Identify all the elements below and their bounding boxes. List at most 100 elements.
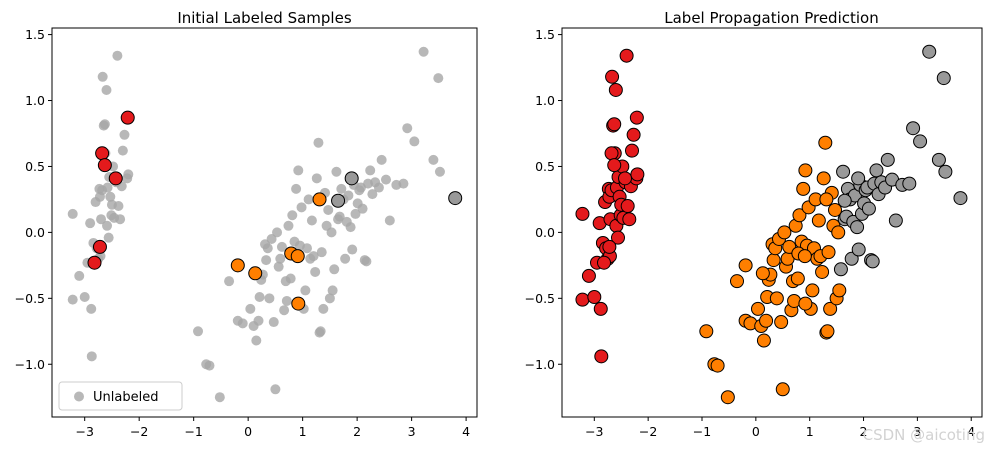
labeled-point-class-1 bbox=[290, 249, 305, 264]
predicted-point-class-1 bbox=[819, 192, 834, 207]
predicted-point-class-0 bbox=[619, 48, 634, 63]
predicted-point-class-0 bbox=[611, 230, 625, 245]
predicted-point-class-2 bbox=[865, 254, 880, 269]
unlabeled-point bbox=[373, 182, 384, 193]
x-tick-label: −1 bbox=[693, 424, 711, 439]
unlabeled-point bbox=[237, 318, 248, 329]
predicted-point-class-2 bbox=[906, 121, 921, 136]
unlabeled-point bbox=[262, 243, 273, 254]
predicted-point-class-1 bbox=[798, 296, 813, 311]
unlabeled-point bbox=[96, 214, 107, 225]
right-axes-frame bbox=[561, 27, 983, 418]
unlabeled-point bbox=[324, 293, 335, 304]
y-tick-label: 1.5 bbox=[535, 27, 555, 42]
labeled-point-class-0 bbox=[120, 110, 135, 125]
labeled-point-class-0 bbox=[87, 255, 102, 270]
left-x-axis: −3 −2 −1 0 1 2 3 4 bbox=[75, 417, 470, 439]
predicted-point-class-1 bbox=[828, 202, 842, 217]
x-tick-label: −1 bbox=[184, 424, 202, 439]
unlabeled-point bbox=[361, 256, 372, 267]
unlabeled-point bbox=[266, 233, 277, 244]
unlabeled-point bbox=[97, 71, 108, 82]
predicted-point-class-0 bbox=[622, 212, 637, 227]
unlabeled-point bbox=[336, 183, 347, 194]
unlabeled-point bbox=[253, 315, 264, 326]
right-points-layer bbox=[575, 44, 968, 405]
unlabeled-point bbox=[327, 285, 338, 296]
left-points-layer bbox=[67, 46, 463, 403]
labeled-point-class-2 bbox=[448, 191, 463, 206]
predicted-point-class-1 bbox=[756, 333, 771, 348]
unlabeled-point bbox=[117, 145, 128, 156]
unlabeled-point bbox=[347, 244, 358, 255]
unlabeled-point bbox=[291, 183, 302, 194]
predicted-point-class-1 bbox=[720, 390, 735, 405]
unlabeled-point bbox=[340, 253, 351, 264]
unlabeled-point bbox=[376, 154, 387, 165]
predicted-point-class-2 bbox=[861, 201, 876, 216]
unlabeled-point bbox=[74, 270, 85, 281]
y-tick-label: 0.5 bbox=[535, 159, 555, 174]
predicted-point-class-2 bbox=[869, 163, 884, 178]
x-tick-label: 0 bbox=[752, 424, 760, 439]
unlabeled-point bbox=[264, 293, 275, 304]
predicted-point-class-0 bbox=[597, 255, 611, 270]
y-tick-label: 1.5 bbox=[25, 27, 45, 42]
x-tick-label: −2 bbox=[639, 424, 657, 439]
unlabeled-point bbox=[302, 243, 312, 254]
unlabeled-point bbox=[270, 384, 281, 395]
unlabeled-point bbox=[323, 204, 334, 215]
unlabeled-point bbox=[365, 165, 376, 176]
unlabeled-point bbox=[300, 285, 311, 296]
unlabeled-point bbox=[318, 303, 329, 314]
unlabeled-point bbox=[86, 351, 97, 362]
predicted-point-class-1 bbox=[730, 274, 744, 289]
unlabeled-point bbox=[316, 247, 327, 258]
unlabeled-point bbox=[313, 137, 324, 148]
predicted-point-class-2 bbox=[880, 152, 895, 167]
predicted-point-class-1 bbox=[811, 213, 826, 228]
unlabeled-point bbox=[350, 208, 361, 219]
labeled-point-class-1 bbox=[248, 266, 263, 281]
x-tick-label: 4 bbox=[462, 424, 470, 439]
predicted-point-class-0 bbox=[630, 167, 645, 182]
legend-entry-unlabeled: Unlabeled bbox=[93, 390, 158, 405]
labeled-point-class-0 bbox=[92, 239, 107, 254]
unlabeled-point bbox=[101, 84, 112, 95]
predicted-point-class-1 bbox=[797, 249, 812, 264]
x-tick-label: −3 bbox=[75, 424, 93, 439]
predicted-point-class-2 bbox=[953, 191, 968, 206]
predicted-point-class-1 bbox=[816, 171, 831, 186]
labeled-point-class-0 bbox=[108, 171, 123, 186]
predicted-point-class-1 bbox=[738, 258, 753, 273]
unlabeled-point bbox=[67, 294, 78, 305]
y-tick-label: 1.0 bbox=[25, 93, 45, 108]
unlabeled-point bbox=[204, 360, 215, 371]
y-tick-label: −1.0 bbox=[15, 357, 45, 372]
x-tick-label: 0 bbox=[244, 424, 252, 439]
unlabeled-point bbox=[281, 295, 292, 306]
predicted-point-class-1 bbox=[796, 181, 811, 196]
unlabeled-point bbox=[254, 292, 265, 303]
left-legend: Unlabeled bbox=[58, 381, 183, 411]
legend-box bbox=[58, 381, 183, 411]
y-tick-label: 0.0 bbox=[25, 225, 45, 240]
unlabeled-point bbox=[310, 266, 321, 277]
unlabeled-point bbox=[112, 50, 123, 61]
predicted-point-class-0 bbox=[575, 292, 590, 307]
unlabeled-point bbox=[268, 317, 279, 328]
predicted-point-class-1 bbox=[815, 264, 830, 279]
predicted-point-class-1 bbox=[710, 358, 725, 373]
predicted-point-class-1 bbox=[831, 225, 846, 240]
x-tick-label: 1 bbox=[299, 424, 307, 439]
unlabeled-point bbox=[285, 273, 296, 284]
unlabeled-point bbox=[306, 215, 317, 226]
predicted-point-class-0 bbox=[587, 290, 602, 305]
predicted-point-class-1 bbox=[755, 266, 770, 281]
predicted-point-class-0 bbox=[605, 69, 620, 84]
unlabeled-point bbox=[428, 154, 439, 165]
predicted-point-class-1 bbox=[759, 313, 774, 328]
predicted-point-class-1 bbox=[777, 225, 792, 240]
y-tick-label: −0.5 bbox=[525, 291, 555, 306]
right-subplot: Label Propagation Prediction −3 −2 −1 0 1 2 3 4… bbox=[525, 9, 983, 439]
